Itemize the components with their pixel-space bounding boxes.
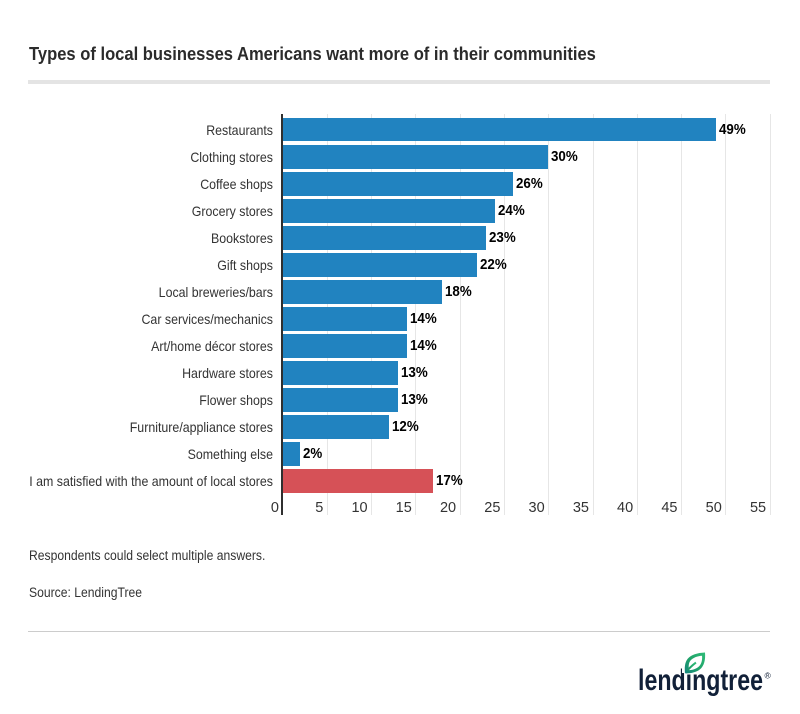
- svg-text:®: ®: [765, 671, 772, 681]
- svg-text:lendingtree: lendingtree: [638, 664, 763, 697]
